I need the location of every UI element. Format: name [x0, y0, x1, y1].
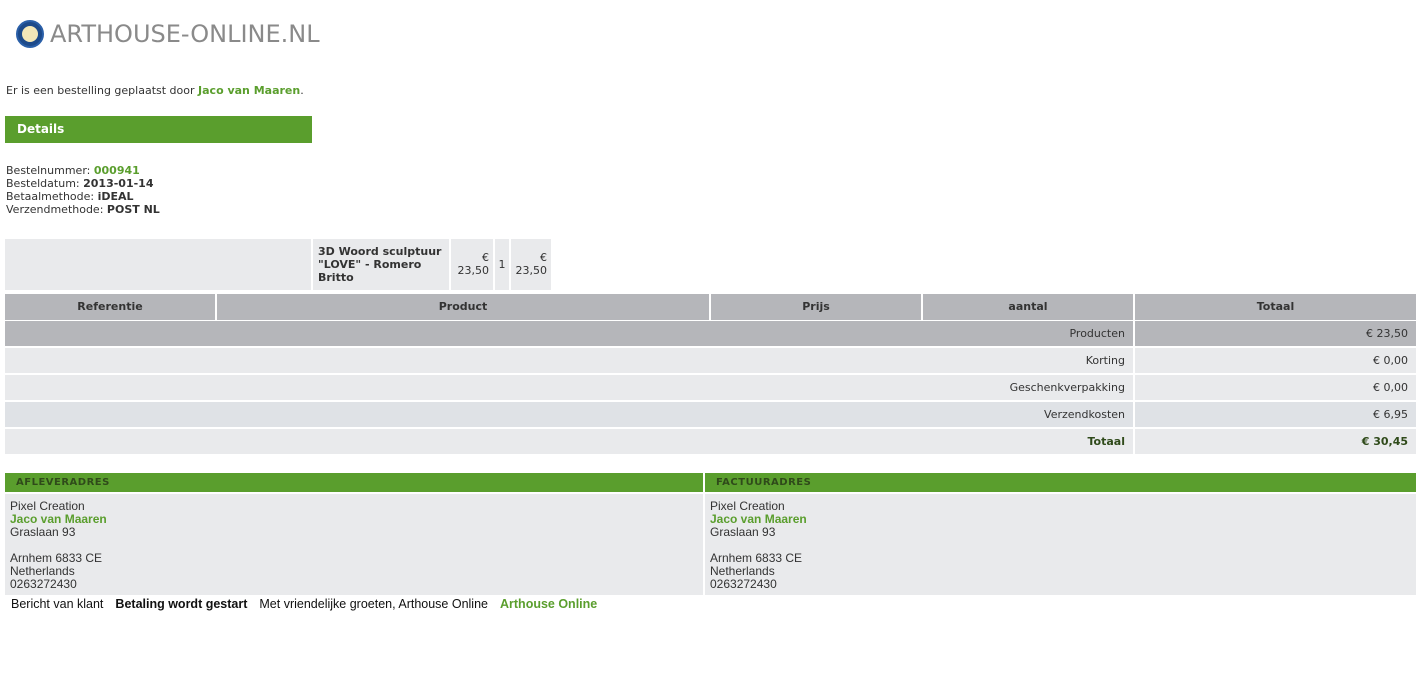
summary-value-korting: € 0,00: [1135, 348, 1416, 373]
intro-prefix: Er is een bestelling geplaatst door: [6, 84, 199, 97]
shipping-method: Verzendmethode: POST NL: [6, 203, 160, 216]
product-reference: [5, 239, 311, 290]
delivery-phone: 0263272430: [10, 577, 77, 591]
delivery-city: Arnhem 6833 CE: [10, 551, 103, 565]
total-value: € 30,45: [1135, 429, 1416, 454]
product-quantity: 1: [495, 239, 509, 290]
greeting: Met vriendelijke groeten, Arthouse Onlin…: [259, 597, 488, 611]
delivery-name: Jaco van Maaren: [10, 512, 107, 526]
invoice-name: Jaco van Maaren: [710, 512, 807, 526]
col-product: Product: [217, 294, 709, 320]
logo-emblem-icon: [16, 20, 44, 48]
invoice-city: Arnhem 6833 CE: [710, 551, 803, 565]
intro-suffix: .: [300, 84, 304, 97]
delivery-street: Graslaan 93: [10, 525, 76, 539]
delivery-country: Netherlands: [10, 564, 75, 578]
order-number: Bestelnummer: 000941: [6, 164, 140, 177]
logo[interactable]: ARTHOUSE-ONLINE.NL: [16, 20, 320, 48]
delivery-address-title: AFLEVERADRES: [5, 473, 703, 492]
summary-label-verzendkosten: Verzendkosten: [5, 402, 1133, 427]
summary-label-geschenkverpakking: Geschenkverpakking: [5, 375, 1133, 400]
details-header: Details: [5, 116, 312, 143]
signature-link[interactable]: Arthouse Online: [500, 597, 598, 611]
invoice-country: Netherlands: [710, 564, 775, 578]
payment-method: Betaalmethode: iDEAL: [6, 190, 134, 203]
col-totaal: Totaal: [1135, 294, 1416, 320]
summary-label-producten: Producten: [5, 321, 1133, 346]
summary-value-geschenkverpakking: € 0,00: [1135, 375, 1416, 400]
col-prijs: Prijs: [711, 294, 921, 320]
col-referentie: Referentie: [5, 294, 215, 320]
summary-value-verzendkosten: € 6,95: [1135, 402, 1416, 427]
intro-text: Er is een bestelling geplaatst door Jaco…: [6, 84, 304, 97]
invoice-phone: 0263272430: [710, 577, 777, 591]
product-name: 3D Woord sculptuur "LOVE" - Romero Britt…: [313, 239, 449, 290]
order-info: Bestelnummer: 000941 Besteldatum: 2013-0…: [6, 164, 160, 216]
logo-text: ARTHOUSE-ONLINE.NL: [50, 20, 320, 48]
order-date: Besteldatum: 2013-01-14: [6, 177, 154, 190]
invoice-street: Graslaan 93: [710, 525, 776, 539]
total-label: Totaal: [5, 429, 1133, 454]
col-aantal: aantal: [923, 294, 1133, 320]
customer-message-label: Bericht van klant: [11, 597, 104, 611]
summary-label-korting: Korting: [5, 348, 1133, 373]
product-price: € 23,50: [451, 239, 493, 290]
delivery-company: Pixel Creation: [10, 499, 85, 513]
customer-name: Jaco van Maaren: [198, 84, 301, 97]
payment-status: Betaling wordt gestart: [115, 597, 248, 611]
summary-value-producten: € 23,50: [1135, 321, 1416, 346]
invoice-company: Pixel Creation: [710, 499, 785, 513]
invoice-address-title: FACTUURADRES: [705, 473, 1416, 492]
product-total: € 23,50: [511, 239, 551, 290]
footer: Bericht van klant Betaling wordt gestart…: [11, 597, 597, 611]
